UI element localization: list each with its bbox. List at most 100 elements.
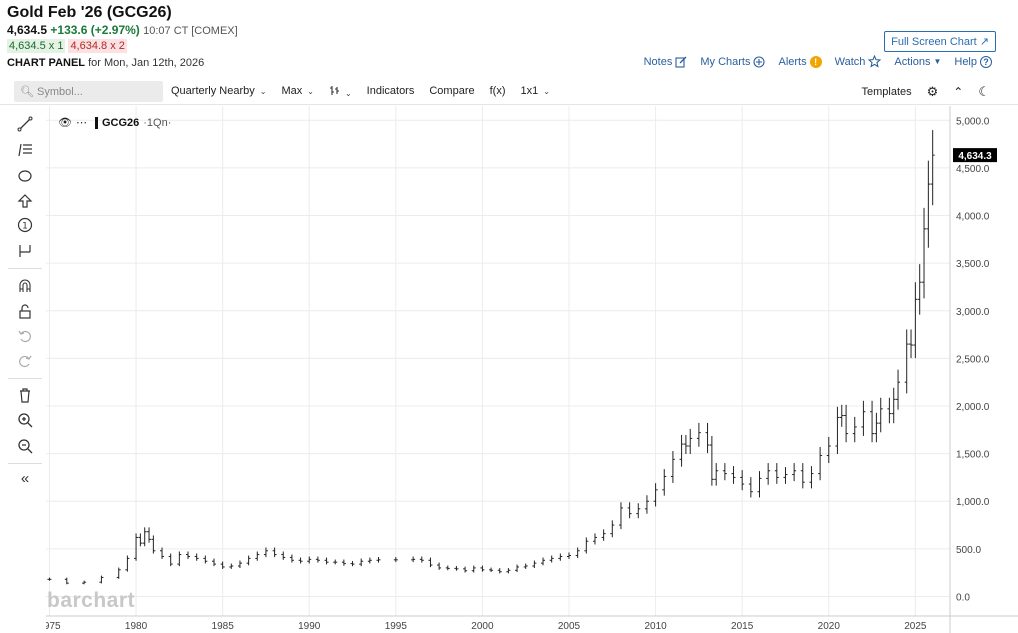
collapse-left-icon[interactable]: « — [20, 469, 30, 487]
range-label: Max — [281, 85, 303, 97]
panel-title: CHART PANEL — [7, 57, 86, 69]
page-title: Gold Feb '26 (GCG26) — [7, 4, 172, 21]
search-icon: 🔍︎ — [20, 86, 34, 98]
price-chart[interactable]: 0.0 500.0 1,000.0 1,500.0 2,000.0 2,500.0 3,00… — [46, 106, 1018, 633]
quote-time: 10:07 CT [COMEX] — [143, 25, 238, 37]
chart-toolbar: 🔍︎ Symbol... Quarterly Nearby ⌄ Max ⌄ ⌄ In… — [0, 80, 1018, 105]
alerts-label: Alerts — [778, 55, 807, 68]
zoom-out-icon[interactable] — [15, 436, 35, 456]
actions-menu[interactable]: Actions ▼ — [894, 56, 941, 68]
x-tick-label: 1990 — [298, 621, 321, 632]
y-tick-label: 4,000.0 — [956, 212, 990, 223]
toolbar-divider — [8, 268, 42, 269]
question-icon: ? — [980, 55, 992, 68]
x-tick-label: 2010 — [644, 621, 667, 632]
toolbar-divider — [8, 378, 42, 379]
x-tick-label: 2020 — [818, 621, 841, 632]
y-tick-label: 500.0 — [956, 545, 981, 556]
legend-symbol: GCG26 — [101, 116, 140, 129]
x-tick-label: 1995 — [385, 621, 408, 632]
fib-tool-icon[interactable] — [15, 140, 35, 160]
magnet-icon[interactable] — [15, 276, 35, 296]
panel-date: for Mon, Jan 12th, 2026 — [88, 57, 205, 69]
layout-dropdown[interactable]: 1x1 ⌄ — [521, 85, 550, 99]
actions-row: Notes My Charts Alerts ! Watch Actions ▼… — [644, 55, 992, 68]
last-price: 4,634.5 — [7, 23, 48, 37]
y-tick-label: 5,000.0 — [956, 116, 990, 127]
measure-tool-icon[interactable] — [15, 241, 35, 261]
last-price-label: 4,634.3 — [958, 151, 992, 162]
watch-label: Watch — [834, 55, 866, 68]
eye-icon[interactable]: 👁︎ — [58, 117, 72, 129]
arrow-up-tool-icon[interactable] — [15, 191, 35, 211]
unlock-icon[interactable] — [15, 301, 35, 321]
x-tick-label: 1980 — [125, 621, 148, 632]
x-tick-label: 2015 — [731, 621, 754, 632]
y-tick-label: 4,500.0 — [956, 164, 990, 175]
y-tick-label: 1,000.0 — [956, 497, 990, 508]
y-tick-label: 3,000.0 — [956, 307, 990, 318]
x-tick-label: 2000 — [471, 621, 494, 632]
chevron-down-icon: ⌄ — [543, 87, 550, 96]
redo-icon[interactable] — [15, 351, 35, 371]
gear-icon[interactable]: ⚙ — [926, 84, 939, 99]
x-tick-label: 2025 — [904, 621, 927, 632]
expand-icon: ↗ — [979, 36, 989, 48]
my-charts-link[interactable]: My Charts — [700, 55, 766, 68]
templates-button[interactable]: Templates — [861, 86, 912, 98]
layout-label: 1x1 — [520, 85, 539, 97]
number-marker-icon[interactable]: 1 — [15, 215, 35, 235]
indicators-button[interactable]: Indicators — [366, 85, 415, 97]
bid-ask: 4,634.5 x 1 4,634.8 x 2 — [7, 39, 127, 53]
undo-icon[interactable] — [15, 326, 35, 346]
alerts-link[interactable]: Alerts ! — [778, 55, 822, 68]
y-tick-label: 3,500.0 — [956, 259, 990, 270]
actions-label: Actions — [894, 55, 931, 68]
frequency-label: Quarterly Nearby — [171, 85, 255, 97]
svg-text:1: 1 — [22, 222, 28, 232]
alert-icon: ! — [809, 55, 822, 68]
toolbar-right: Templates ⚙ ⌃ ☾ — [861, 84, 990, 100]
moon-icon[interactable]: ☾ — [978, 84, 990, 99]
y-tick-label: 2,000.0 — [956, 402, 990, 413]
price-change: +133.6 (+2.97%) — [50, 23, 140, 37]
drawing-toolbar: 1 « — [0, 106, 46, 633]
trendline-tool-icon[interactable] — [15, 114, 35, 134]
frequency-dropdown[interactable]: Quarterly Nearby ⌄ — [171, 85, 266, 99]
quote-line: 4,634.5 +133.6 (+2.97%) 10:07 CT [COMEX] — [7, 23, 238, 37]
toolbar-divider — [8, 463, 42, 464]
more-dots-icon[interactable]: ⋯ — [75, 117, 87, 129]
legend-frequency: ·1Qn· — [143, 116, 172, 129]
y-tick-label: 1,500.0 — [956, 450, 990, 461]
help-label: Help — [954, 55, 977, 68]
last-price-tag — [953, 148, 997, 163]
function-button[interactable]: f(x) — [489, 85, 506, 97]
y-tick-label: 0.0 — [956, 592, 970, 603]
shape-tool-icon[interactable] — [15, 166, 35, 186]
compare-button[interactable]: Compare — [429, 85, 475, 97]
chevron-down-icon: ⌄ — [259, 87, 267, 96]
symbol-placeholder: Symbol... — [37, 86, 83, 98]
barchart-watermark: barchart — [47, 589, 136, 612]
watch-link[interactable]: Watch — [835, 55, 882, 68]
add-circle-icon — [753, 55, 766, 68]
edit-icon — [675, 56, 687, 68]
quote-header: Gold Feb '26 (GCG26) 4,634.5 +133.6 (+2.… — [0, 0, 1018, 80]
series-color-swatch — [94, 116, 98, 129]
caret-down-icon: ▼ — [933, 57, 942, 66]
chevron-down-icon: ⌄ — [307, 87, 314, 96]
collapse-up-icon[interactable]: ⌃ — [953, 85, 964, 99]
star-icon — [868, 55, 882, 68]
full-screen-label: Full Screen Chart — [891, 36, 977, 48]
my-charts-label: My Charts — [700, 55, 751, 68]
notes-link[interactable]: Notes — [644, 56, 688, 68]
range-dropdown[interactable]: Max ⌄ — [281, 85, 313, 99]
full-screen-chart-button[interactable]: Full Screen Chart ↗ — [884, 31, 996, 52]
zoom-in-icon[interactable] — [15, 410, 35, 430]
symbol-search-input[interactable]: 🔍︎ Symbol... — [14, 81, 163, 102]
help-link[interactable]: Help ? — [954, 55, 992, 68]
x-tick-label: 1975 — [46, 621, 61, 632]
bar-type-dropdown[interactable]: ⌄ — [329, 85, 352, 99]
y-tick-label: 2,500.0 — [956, 354, 990, 365]
trash-icon[interactable] — [15, 385, 35, 405]
